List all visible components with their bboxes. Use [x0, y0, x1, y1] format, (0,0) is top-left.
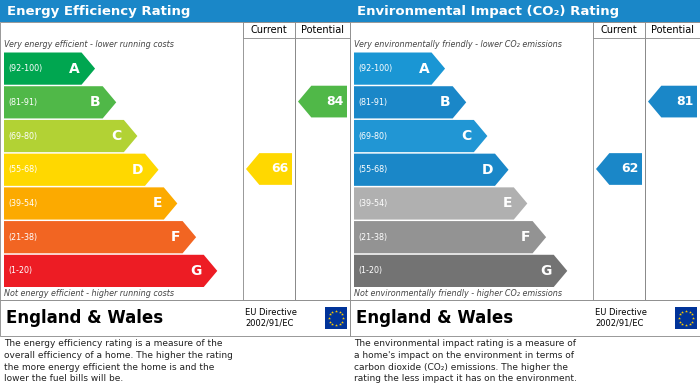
Bar: [350, 0, 700, 22]
Text: C: C: [111, 129, 122, 143]
Text: Very environmentally friendly - lower CO₂ emissions: Very environmentally friendly - lower CO…: [354, 40, 562, 49]
Bar: [243, 22, 295, 300]
Polygon shape: [354, 154, 508, 186]
Bar: [350, 300, 700, 336]
Bar: [0, 22, 350, 300]
Text: Potential: Potential: [651, 25, 694, 35]
Text: A: A: [419, 62, 430, 75]
Text: (81-91): (81-91): [8, 98, 37, 107]
Text: (55-68): (55-68): [8, 165, 37, 174]
Polygon shape: [4, 52, 95, 85]
Text: Not environmentally friendly - higher CO₂ emissions: Not environmentally friendly - higher CO…: [354, 289, 562, 298]
Bar: [243, 22, 295, 38]
Text: G: G: [190, 264, 202, 278]
Text: (1-20): (1-20): [8, 266, 32, 275]
Text: (92-100): (92-100): [8, 64, 42, 73]
Text: (21-38): (21-38): [8, 233, 37, 242]
Text: (92-100): (92-100): [358, 64, 392, 73]
Bar: [593, 22, 645, 38]
Text: (1-20): (1-20): [358, 266, 382, 275]
Text: 81: 81: [677, 95, 694, 108]
Text: England & Wales: England & Wales: [356, 309, 513, 327]
Polygon shape: [354, 187, 527, 220]
Polygon shape: [354, 255, 567, 287]
Text: 62: 62: [622, 163, 639, 176]
Polygon shape: [354, 221, 546, 253]
Text: A: A: [69, 62, 80, 75]
Text: Current: Current: [251, 25, 288, 35]
Text: (39-54): (39-54): [8, 199, 37, 208]
Polygon shape: [354, 52, 445, 85]
Text: The energy efficiency rating is a measure of the
overall efficiency of a home. T: The energy efficiency rating is a measur…: [4, 339, 233, 384]
Text: Environmental Impact (CO₂) Rating: Environmental Impact (CO₂) Rating: [357, 5, 619, 18]
Text: EU Directive
2002/91/EC: EU Directive 2002/91/EC: [245, 308, 297, 328]
Polygon shape: [4, 255, 217, 287]
Bar: [295, 22, 350, 300]
Text: D: D: [132, 163, 143, 177]
Text: 66: 66: [272, 163, 289, 176]
Bar: [645, 22, 700, 38]
Text: (55-68): (55-68): [358, 165, 387, 174]
Text: EU Directive
2002/91/EC: EU Directive 2002/91/EC: [595, 308, 647, 328]
Polygon shape: [648, 86, 697, 117]
Polygon shape: [246, 153, 292, 185]
Polygon shape: [298, 86, 347, 117]
Text: F: F: [521, 230, 531, 244]
Bar: [325, 307, 347, 329]
Text: F: F: [171, 230, 181, 244]
Text: B: B: [90, 95, 101, 109]
Text: (81-91): (81-91): [358, 98, 387, 107]
Text: Current: Current: [601, 25, 638, 35]
Text: England & Wales: England & Wales: [6, 309, 163, 327]
Text: E: E: [503, 196, 512, 210]
Text: The environmental impact rating is a measure of
a home's impact on the environme: The environmental impact rating is a mea…: [354, 339, 577, 384]
Text: Energy Efficiency Rating: Energy Efficiency Rating: [7, 5, 190, 18]
Text: (21-38): (21-38): [358, 233, 387, 242]
Polygon shape: [354, 86, 466, 118]
Polygon shape: [4, 86, 116, 118]
Text: E: E: [153, 196, 162, 210]
Polygon shape: [4, 187, 177, 220]
Polygon shape: [4, 154, 158, 186]
Bar: [675, 307, 697, 329]
Bar: [295, 22, 350, 38]
Text: B: B: [440, 95, 451, 109]
Text: D: D: [482, 163, 493, 177]
Text: Potential: Potential: [301, 25, 344, 35]
Bar: [0, 0, 350, 22]
Bar: [645, 22, 700, 300]
Bar: [0, 300, 350, 336]
Bar: [350, 22, 700, 300]
Text: C: C: [461, 129, 472, 143]
Text: (39-54): (39-54): [358, 199, 387, 208]
Polygon shape: [596, 153, 642, 185]
Polygon shape: [4, 221, 196, 253]
Bar: [593, 22, 645, 300]
Text: 84: 84: [327, 95, 344, 108]
Text: Very energy efficient - lower running costs: Very energy efficient - lower running co…: [4, 40, 174, 49]
Text: (69-80): (69-80): [8, 131, 37, 140]
Text: (69-80): (69-80): [358, 131, 387, 140]
Polygon shape: [4, 120, 137, 152]
Text: G: G: [540, 264, 552, 278]
Text: Not energy efficient - higher running costs: Not energy efficient - higher running co…: [4, 289, 174, 298]
Polygon shape: [354, 120, 487, 152]
